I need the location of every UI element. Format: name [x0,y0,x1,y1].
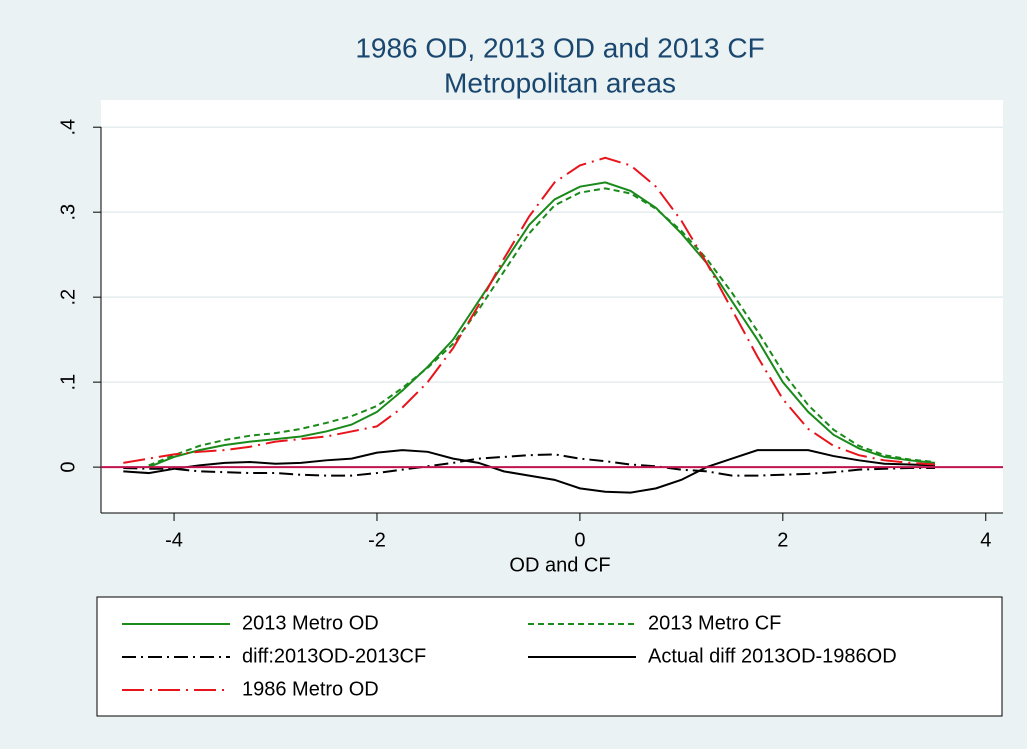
chart-subtitle: Metropolitan areas [444,67,676,98]
chart-title: 1986 OD, 2013 OD and 2013 CF [355,32,764,63]
series-line [123,156,936,466]
x-axis-label: OD and CF [509,554,610,576]
x-tick-label: 2 [777,529,788,551]
legend-label: 1986 Metro OD [242,678,379,700]
y-tick-label: 0 [57,462,79,473]
x-tick-label: -4 [165,529,183,551]
legend-label: 2013 Metro OD [242,612,379,634]
legend-label: 2013 Metro CF [648,612,781,634]
y-tick-label: .1 [57,374,79,391]
series-line [123,453,936,477]
x-tick-label: -2 [368,529,386,551]
legend-label: Actual diff 2013OD-1986OD [648,645,897,667]
y-tick-label: .2 [57,289,79,306]
x-tick-label: 4 [980,529,991,551]
series-line [148,181,936,469]
y-tick-label: .4 [57,119,79,136]
series-line [123,449,936,494]
series-line [148,187,936,467]
x-tick-label: 0 [574,529,585,551]
legend-label: diff:2013OD-2013CF [242,645,426,667]
y-tick-label: .3 [57,204,79,221]
